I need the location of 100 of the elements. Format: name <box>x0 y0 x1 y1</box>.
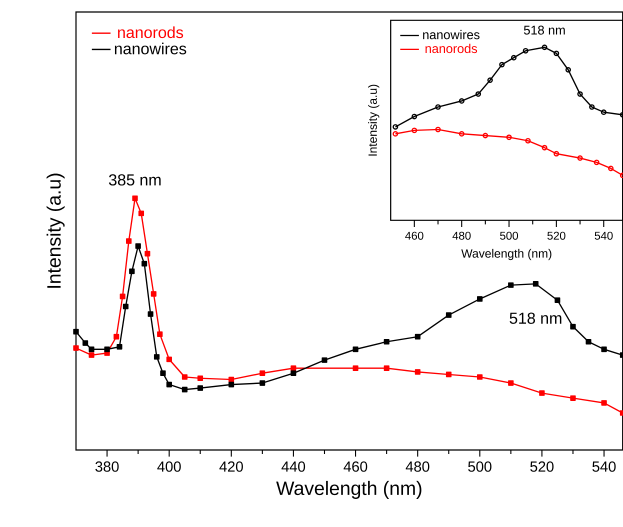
y-axis-title: Intensity (a.u) <box>46 174 65 288</box>
point <box>554 297 560 304</box>
point <box>554 50 560 56</box>
point <box>414 334 420 340</box>
legend-label: nanorods <box>426 44 478 54</box>
point <box>435 104 441 110</box>
point <box>114 334 120 340</box>
point <box>260 370 266 376</box>
x-axis-title: Wavelength (nm) <box>461 248 552 260</box>
legend-label: nanowires <box>114 42 186 54</box>
annotation: 385 nm <box>108 174 161 186</box>
point <box>487 77 493 83</box>
point <box>554 150 560 157</box>
x-tick-label: 540 <box>594 232 613 240</box>
annotation: 518 nm <box>510 312 562 324</box>
point <box>525 138 531 144</box>
point <box>142 260 148 267</box>
point <box>414 369 420 375</box>
point <box>82 340 88 346</box>
point <box>608 166 614 172</box>
point <box>384 365 390 371</box>
point <box>120 294 126 300</box>
point <box>508 282 514 288</box>
point <box>508 380 514 386</box>
point <box>577 91 583 97</box>
point <box>116 344 122 350</box>
point <box>601 400 607 406</box>
point <box>601 346 607 352</box>
point <box>228 376 234 382</box>
point <box>476 374 483 380</box>
point <box>290 370 296 376</box>
point <box>73 328 79 334</box>
x-tick-label: 540 <box>592 461 616 472</box>
x-tick-label: 520 <box>547 232 566 240</box>
x-tick-label: 420 <box>219 461 243 472</box>
point <box>565 67 572 73</box>
x-tick-label: 520 <box>530 461 554 472</box>
x-tick-label: 440 <box>282 461 306 472</box>
point <box>122 304 129 310</box>
x-tick-label: 500 <box>468 461 492 472</box>
point <box>228 382 234 388</box>
point <box>182 374 188 380</box>
y-axis-title: Intensity (a.u) <box>368 84 380 156</box>
x-tick-label: 480 <box>452 232 471 240</box>
point <box>446 372 452 378</box>
point <box>150 291 156 297</box>
point <box>104 346 110 352</box>
point <box>260 380 266 386</box>
point <box>510 54 517 60</box>
point <box>412 114 418 120</box>
point <box>506 134 512 140</box>
point <box>129 268 135 274</box>
point <box>135 243 141 249</box>
point <box>166 382 172 388</box>
point <box>412 128 418 134</box>
annotation: 518 nm <box>524 26 565 35</box>
legend-label: nanowires <box>423 30 480 40</box>
point <box>182 386 188 392</box>
x-tick-label: 400 <box>157 461 181 472</box>
point <box>73 345 79 351</box>
point <box>499 62 505 68</box>
point <box>88 346 94 352</box>
point <box>166 356 172 362</box>
point <box>476 296 483 302</box>
point <box>542 44 548 50</box>
point <box>570 324 576 330</box>
point <box>539 390 545 396</box>
point <box>88 352 94 358</box>
point <box>197 375 204 382</box>
x-axis-title: Wavelength (nm) <box>276 480 422 499</box>
point <box>435 126 441 132</box>
point <box>132 195 138 202</box>
point <box>458 98 464 104</box>
point <box>532 281 539 287</box>
point <box>384 338 390 345</box>
legend-label: nanorods <box>118 26 184 38</box>
point <box>586 338 592 345</box>
point <box>154 354 160 360</box>
point <box>600 109 607 115</box>
point <box>126 238 132 244</box>
point <box>577 155 583 161</box>
point <box>148 311 154 317</box>
point <box>570 395 576 401</box>
point <box>542 144 548 150</box>
point <box>138 210 144 216</box>
point <box>522 48 528 54</box>
point <box>197 385 204 391</box>
point <box>475 91 482 97</box>
x-tick-label: 460 <box>405 232 424 240</box>
point <box>352 346 358 352</box>
point <box>594 160 600 166</box>
x-tick-label: 480 <box>406 461 430 472</box>
point <box>482 132 488 138</box>
point <box>290 365 296 371</box>
point <box>144 250 150 256</box>
point <box>157 331 163 338</box>
point <box>458 131 464 137</box>
x-tick-label: 460 <box>344 461 368 472</box>
x-tick-label: 380 <box>95 461 119 472</box>
point <box>160 370 166 376</box>
